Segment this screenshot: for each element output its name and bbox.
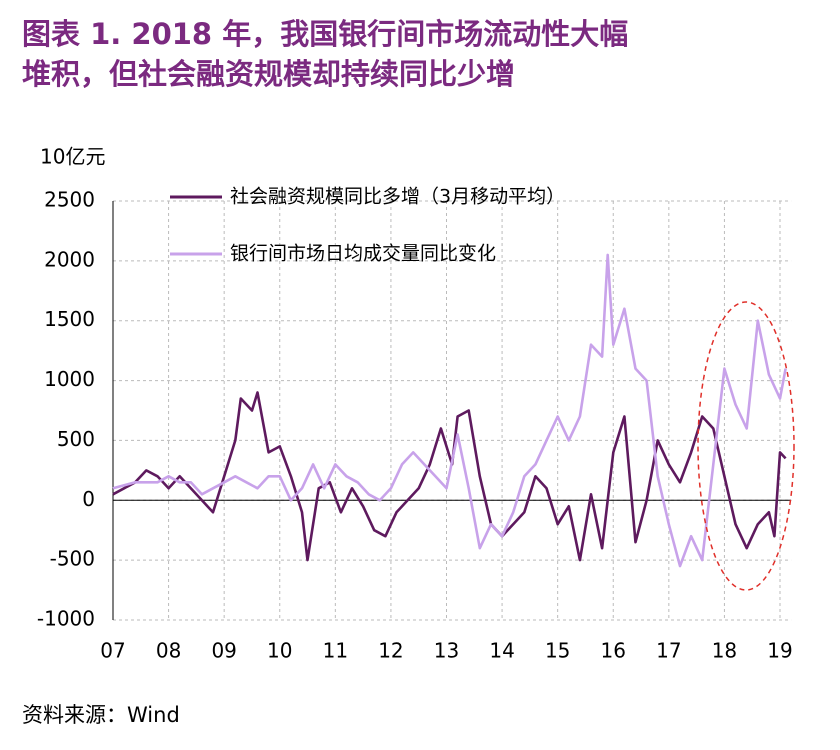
source: 资料来源：Wind (22, 703, 180, 727)
x-tick-label: 19 (767, 639, 792, 663)
x-tick-label: 14 (489, 639, 514, 663)
x-tick-label: 12 (378, 639, 403, 663)
highlight-ellipse (697, 301, 795, 591)
x-tick-label: 07 (100, 639, 125, 663)
x-tick-label: 15 (545, 639, 570, 663)
y-tick-label: 1000 (44, 367, 95, 391)
legend-label: 社会融资规模同比多增（3月移动平均） (230, 186, 565, 208)
series-line (112, 253, 787, 568)
y-tick-label: 2000 (44, 247, 95, 271)
y-tick-label: -1000 (37, 607, 95, 631)
x-tick-label: 11 (323, 639, 348, 663)
x-tick-label: 16 (601, 639, 626, 663)
y-unit: 10亿元 (40, 145, 105, 169)
x-tick-label: 09 (211, 639, 236, 663)
x-tick-label: 18 (712, 639, 737, 663)
x-tick-label: 13 (434, 639, 459, 663)
x-tick-label: 17 (656, 639, 681, 663)
chart-title: 堆积，但社会融资规模却持续同比少增 (22, 57, 515, 91)
y-tick-label: -500 (50, 547, 95, 571)
x-tick-label: 08 (156, 639, 181, 663)
chart-title: 图表 1. 2018 年，我国银行间市场流动性大幅 (22, 17, 628, 51)
y-tick-label: 500 (57, 427, 95, 451)
y-tick-label: 0 (82, 487, 95, 511)
legend-label: 银行间市场日均成交量同比变化 (230, 243, 496, 265)
y-tick-label: 1500 (44, 307, 95, 331)
x-tick-label: 10 (267, 639, 292, 663)
y-tick-label: 2500 (44, 188, 95, 212)
